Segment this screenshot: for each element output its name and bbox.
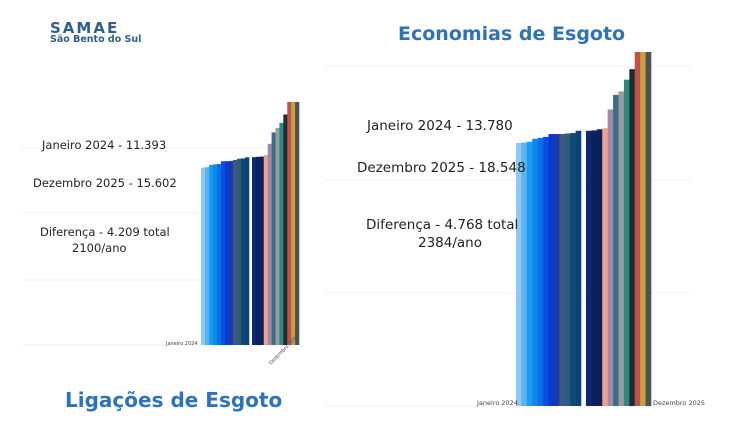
bar-2024-11 <box>241 158 246 345</box>
bar-2024-03 <box>209 164 214 345</box>
bar-2024-10 <box>237 158 242 345</box>
bar-2024-02 <box>521 142 528 406</box>
bar-2025-09 <box>629 69 636 406</box>
bar-2024-07 <box>225 161 230 345</box>
bars-right <box>516 52 652 407</box>
bar-2024-04 <box>532 138 538 407</box>
bar-2025-01 <box>586 130 592 407</box>
bar-2025-03 <box>259 156 265 345</box>
bar-2024-08 <box>229 160 234 345</box>
bar-2025-06 <box>613 94 619 407</box>
annotation-diferenca-right: Diferença - 4.768 total <box>366 217 519 233</box>
bar-2025-02 <box>255 156 261 345</box>
bar-2025-08 <box>279 122 284 346</box>
annotation-dezembro-left: Dezembro 2025 - 15.602 <box>33 176 177 190</box>
annotation-ano-right: 2384/ano <box>418 235 482 251</box>
bar-2025-12 <box>645 52 652 406</box>
bar-2024-06 <box>543 136 549 406</box>
annotation-ano-left: 2100/ano <box>72 241 127 255</box>
x-tick-first-right: Janeiro 2024 <box>477 399 518 407</box>
bar-2025-01 <box>252 157 257 345</box>
annotation-diferenca-left: Diferença - 4.209 total <box>40 225 170 239</box>
bar-2025-10 <box>634 52 641 406</box>
bar-2024-10 <box>564 133 571 406</box>
x-tick-first-left: Janeiro 2024 <box>166 341 198 347</box>
bar-2024-03 <box>526 141 533 406</box>
bar-2025-12 <box>295 102 300 345</box>
bar-2024-12 <box>575 130 582 407</box>
logo: SAMAE <box>50 19 120 37</box>
bar-2025-07 <box>275 127 280 345</box>
bar-2024-05 <box>537 137 544 406</box>
logo-subtitle: São Bento do Sul <box>50 34 142 45</box>
bar-2025-11 <box>640 52 646 406</box>
bar-2024-11 <box>570 133 576 406</box>
bar-2025-04 <box>602 128 608 407</box>
bar-2024-09 <box>233 159 238 345</box>
bar-2025-05 <box>607 109 614 406</box>
bar-2024-05 <box>217 164 222 345</box>
x-tick-last-right: Dezembro 2025 <box>653 399 705 407</box>
bar-2024-01 <box>201 167 206 345</box>
bars-left <box>201 102 300 346</box>
bar-2025-02 <box>591 130 598 406</box>
bar-2024-02 <box>205 167 210 345</box>
annotation-dezembro-right: Dezembro 2025 - 18.548 <box>357 160 526 176</box>
chart-title-economias: Economias de Esgoto <box>398 23 626 45</box>
bar-2025-08 <box>623 79 630 406</box>
bar-2024-04 <box>213 164 218 345</box>
bar-2025-09 <box>283 114 288 346</box>
bar-2024-06 <box>221 161 226 345</box>
bar-2024-09 <box>559 134 566 406</box>
bar-2024-12 <box>245 157 250 345</box>
chart-title-ligacoes: Ligações de Esgoto <box>65 388 283 412</box>
bar-2025-11 <box>291 102 296 345</box>
bar-2024-07 <box>548 134 555 406</box>
bar-2025-04 <box>263 154 268 345</box>
bar-2025-03 <box>596 129 603 406</box>
bar-2024-08 <box>553 134 560 406</box>
bar-2025-10 <box>287 102 292 345</box>
bar-2025-07 <box>618 91 625 406</box>
bar-2025-06 <box>271 132 276 345</box>
bar-2024-01 <box>516 143 522 406</box>
bar-2025-05 <box>267 143 272 345</box>
annotation-janeiro-right: Janeiro 2024 - 13.780 <box>367 118 513 134</box>
annotation-janeiro-left: Janeiro 2024 - 11.393 <box>42 138 167 152</box>
